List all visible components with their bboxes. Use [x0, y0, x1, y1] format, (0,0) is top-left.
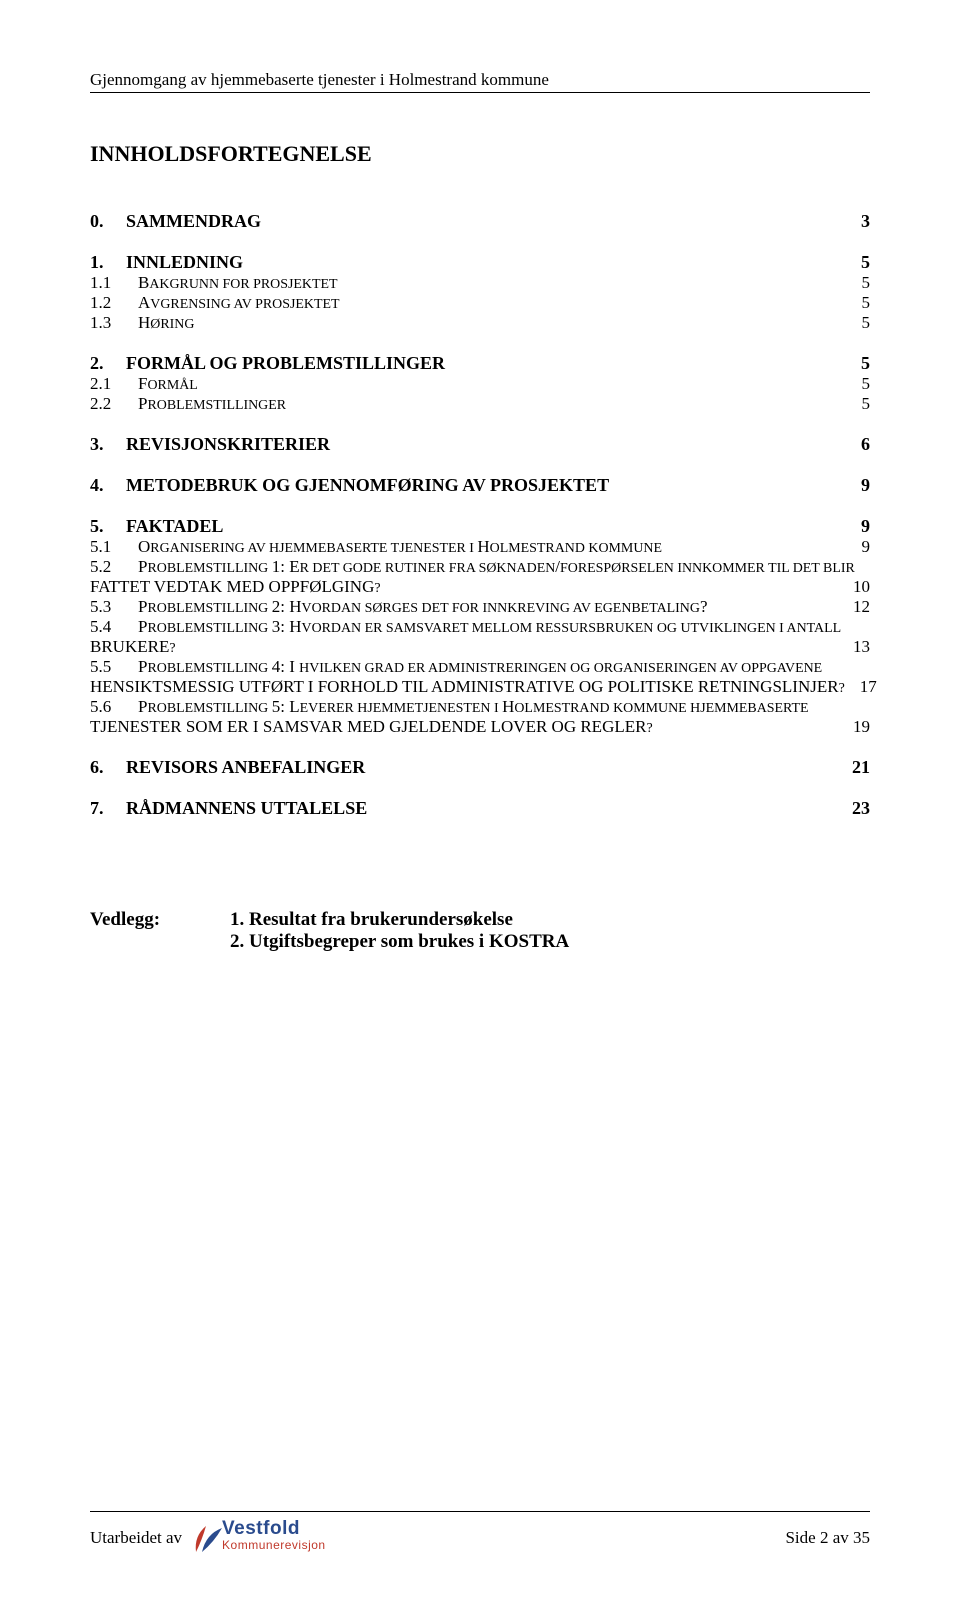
footer-logo: Vestfold Kommunerevisjon [192, 1518, 342, 1558]
header-text: Gjennomgang av hjemmebaserte tjenester i… [90, 70, 549, 89]
logo-line2: Kommunerevisjon [222, 1538, 326, 1552]
table-of-contents: 0.SAMMENDRAG3 1.INNLEDNING51.1BAKGRUNN FO… [90, 211, 870, 819]
page-footer: Utarbeidet av Vestfold Kommunerevisjon S… [90, 1511, 870, 1558]
toc-entry: 5.FAKTADEL9 [90, 516, 870, 537]
logo-line1: Vestfold [222, 1518, 326, 1540]
attachment-item: 1. Resultat fra brukerundersøkelse [230, 909, 569, 931]
footer-page-number: Side 2 av 35 [785, 1528, 870, 1548]
toc-entry: 5.4PROBLEMSTILLING 3: HVORDAN ER SAMSVAR… [90, 617, 870, 657]
toc-entry: 5.2PROBLEMSTILLING 1: ER DET GODE RUTINE… [90, 557, 870, 597]
toc-entry: 6.REVISORS ANBEFALINGER21 [90, 757, 870, 778]
toc-entry: 0.SAMMENDRAG3 [90, 211, 870, 232]
footer-left-text: Utarbeidet av [90, 1528, 182, 1548]
toc-entry: 1.INNLEDNING5 [90, 252, 870, 273]
logo-swoosh-icon [192, 1522, 226, 1556]
toc-entry: 5.3PROBLEMSTILLING 2: HVORDAN SØRGES DET… [90, 597, 870, 617]
toc-entry: 1.1BAKGRUNN FOR PROSJEKTET5 [90, 273, 870, 293]
toc-entry: 2.FORMÅL OG PROBLEMSTILLINGER5 [90, 353, 870, 374]
toc-entry: 1.3HØRING5 [90, 313, 870, 333]
attachments-label: Vedlegg: [90, 909, 230, 953]
document-header: Gjennomgang av hjemmebaserte tjenester i… [90, 70, 870, 93]
attachments-section: Vedlegg: 1. Resultat fra brukerundersøke… [90, 909, 870, 953]
toc-entry: 5.5PROBLEMSTILLING 4: I HVILKEN GRAD ER … [90, 657, 870, 697]
toc-entry: 5.6PROBLEMSTILLING 5: LEVERER HJEMMETJEN… [90, 697, 870, 737]
toc-entry: 5.1ORGANISERING AV HJEMMEBASERTE TJENEST… [90, 537, 870, 557]
toc-entry: 2.2PROBLEMSTILLINGER5 [90, 394, 870, 414]
toc-title: INNHOLDSFORTEGNELSE [90, 141, 870, 167]
toc-entry: 4.METODEBRUK OG GJENNOMFØRING AV PROSJEK… [90, 475, 870, 496]
attachments-items: 1. Resultat fra brukerundersøkelse 2. Ut… [230, 909, 569, 953]
toc-entry: 3.REVISJONSKRITERIER6 [90, 434, 870, 455]
toc-entry: 1.2AVGRENSING AV PROSJEKTET5 [90, 293, 870, 313]
toc-entry: 7.RÅDMANNENS UTTALELSE23 [90, 798, 870, 819]
attachment-item: 2. Utgiftsbegreper som brukes i KOSTRA [230, 931, 569, 953]
toc-entry: 2.1FORMÅL5 [90, 374, 870, 394]
